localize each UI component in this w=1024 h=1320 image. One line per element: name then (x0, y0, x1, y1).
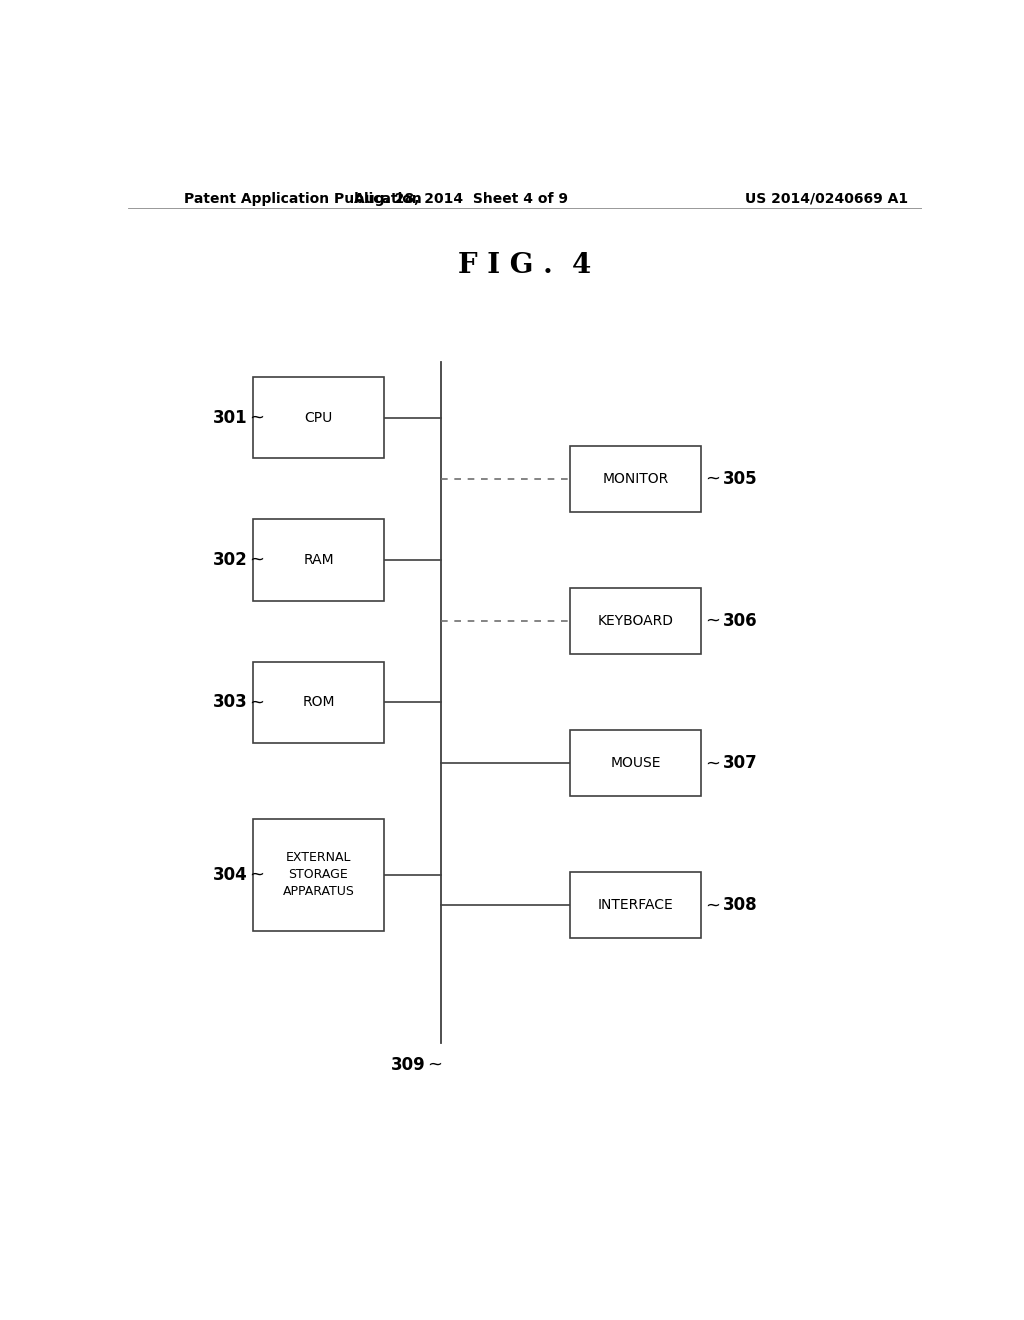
Text: INTERFACE: INTERFACE (598, 899, 674, 912)
Text: EXTERNAL
STORAGE
APPARATUS: EXTERNAL STORAGE APPARATUS (283, 851, 354, 899)
Text: 309: 309 (391, 1056, 426, 1074)
Bar (253, 661, 384, 743)
Text: ~: ~ (427, 1056, 442, 1074)
Bar (570, 730, 701, 796)
Text: CPU: CPU (304, 411, 333, 425)
Text: F I G .  4: F I G . 4 (458, 252, 592, 279)
Text: ~: ~ (706, 470, 720, 487)
Bar (570, 873, 701, 939)
Text: 303: 303 (213, 693, 248, 711)
Bar (253, 818, 384, 931)
Bar (253, 378, 384, 458)
Text: ~: ~ (249, 866, 264, 884)
Bar (570, 587, 701, 653)
Text: KEYBOARD: KEYBOARD (598, 614, 674, 628)
Text: 302: 302 (213, 550, 248, 569)
Text: Aug. 28, 2014  Sheet 4 of 9: Aug. 28, 2014 Sheet 4 of 9 (354, 191, 568, 206)
Text: ROM: ROM (302, 696, 335, 709)
Text: 307: 307 (723, 754, 758, 772)
Text: 305: 305 (723, 470, 758, 487)
Text: RAM: RAM (303, 553, 334, 566)
Text: MONITOR: MONITOR (603, 471, 669, 486)
Text: 301: 301 (213, 409, 248, 426)
Text: ~: ~ (249, 409, 264, 426)
Text: 308: 308 (723, 896, 758, 915)
Text: 304: 304 (213, 866, 248, 884)
Text: Patent Application Publication: Patent Application Publication (183, 191, 421, 206)
Text: ~: ~ (249, 693, 264, 711)
Bar (570, 446, 701, 512)
Text: 306: 306 (723, 612, 758, 630)
Text: ~: ~ (706, 754, 720, 772)
Text: ~: ~ (249, 550, 264, 569)
Bar (253, 519, 384, 601)
Text: ~: ~ (706, 612, 720, 630)
Text: US 2014/0240669 A1: US 2014/0240669 A1 (744, 191, 908, 206)
Text: MOUSE: MOUSE (610, 756, 662, 770)
Text: ~: ~ (706, 896, 720, 915)
